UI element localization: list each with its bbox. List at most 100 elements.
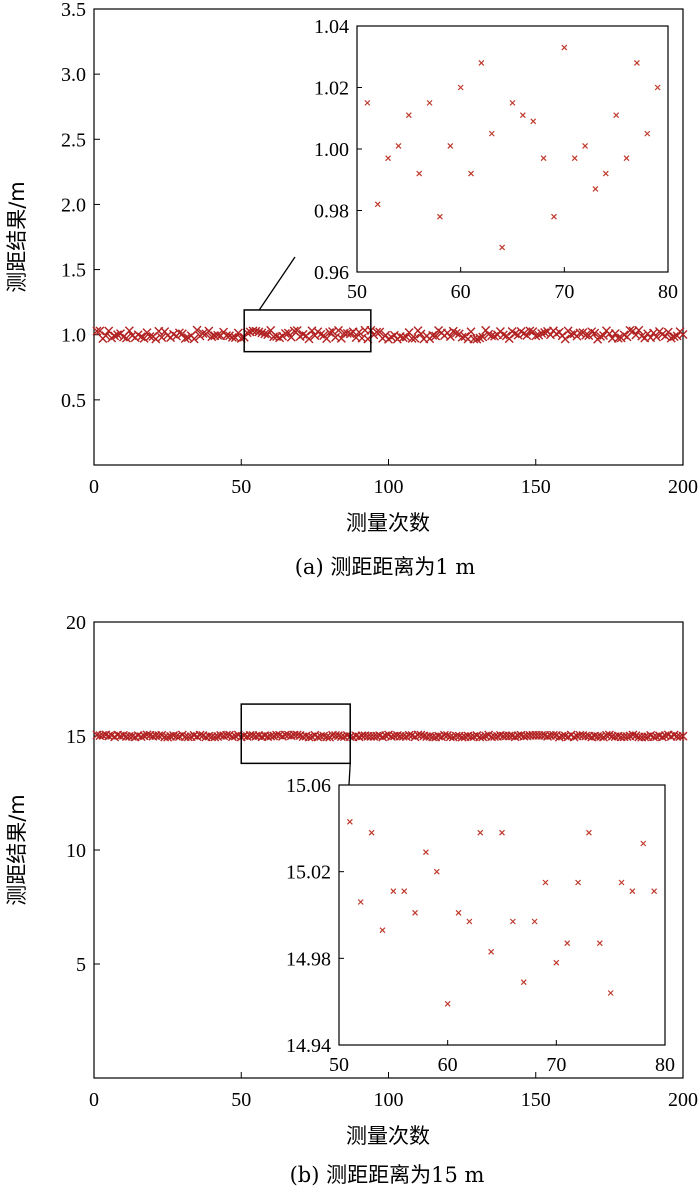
data-point: [227, 332, 237, 342]
data-point: [283, 328, 293, 338]
panel-b-ticks: 0 50 100 150 200 5 10 15 20: [66, 612, 698, 1111]
data-point: [210, 732, 220, 742]
inset-data-point: [596, 940, 603, 947]
inset-data-point: [401, 888, 408, 895]
panel-b-main-points: [92, 730, 688, 742]
panel-a: 0 50 100 150 200 0.5 1.0 1.5 2.0 2.5 3.0 3.5 50 60 70…: [5, 0, 698, 579]
panel-a-zoom-connector: [258, 256, 296, 311]
inset-data-point: [540, 155, 547, 162]
inset-data-point: [629, 888, 636, 895]
y-tick-label: 10: [66, 840, 86, 862]
panel-b-inset-points: [346, 818, 658, 1007]
inset-data-point: [651, 888, 658, 895]
data-point: [375, 327, 385, 337]
data-point: [475, 333, 485, 343]
inset-data-point: [582, 143, 588, 149]
data-point: [227, 732, 237, 742]
inset-y-tick-label: 0.98: [314, 201, 349, 223]
inset-data-point: [457, 84, 464, 91]
inset-y-tick-label: 1.04: [314, 16, 349, 38]
inset-y-tick-label: 14.94: [286, 1035, 331, 1057]
inset-data-point: [564, 940, 571, 947]
inset-data-point: [509, 918, 516, 925]
data-point: [628, 730, 638, 740]
inset-data-point: [385, 155, 392, 162]
inset-data-point: [357, 899, 364, 905]
inset-data-point: [613, 112, 620, 119]
panel-b: 0 50 100 150 200 5 10 15 20 50 60 70 80 14.94 14.98 15…: [5, 612, 698, 1187]
data-point: [439, 730, 449, 740]
data-point: [254, 327, 264, 337]
inset-data-point: [433, 868, 440, 875]
y-tick-label: 15: [66, 726, 86, 748]
data-point: [121, 333, 131, 343]
data-point: [213, 330, 223, 340]
inset-data-point: [586, 829, 592, 836]
data-point: [581, 330, 591, 340]
inset-x-tick-label: 70: [546, 1054, 566, 1076]
data-point: [416, 329, 426, 339]
inset-data-point: [426, 99, 433, 106]
data-point: [316, 329, 326, 339]
inset-y-tick-label: 15.02: [286, 862, 331, 884]
inset-data-point: [542, 879, 549, 886]
inset-data-point: [374, 201, 381, 208]
inset-data-point: [379, 927, 386, 934]
x-tick-label: 0: [89, 476, 99, 498]
inset-data-point: [509, 99, 516, 106]
inset-y-tick-label: 1.02: [314, 78, 349, 100]
data-point: [260, 329, 270, 339]
inset-data-point: [416, 170, 423, 177]
x-tick-label: 150: [521, 476, 551, 498]
panel-b-caption: (b) 测距距离为15 m: [290, 1163, 485, 1187]
data-point: [410, 333, 420, 343]
inset-data-point: [571, 155, 578, 162]
panel-a-main-points: [92, 325, 688, 344]
data-point: [145, 332, 155, 342]
data-point: [104, 326, 114, 336]
inset-x-tick-label: 70: [554, 281, 574, 303]
data-point: [634, 325, 644, 335]
data-point: [292, 326, 302, 336]
data-point: [139, 333, 149, 343]
data-point: [183, 732, 193, 742]
panel-a-ticks: 0 50 100 150 200 0.5 1.0 1.5 2.0 2.5 3.0 3.5: [61, 0, 698, 498]
inset-data-point: [488, 130, 495, 137]
inset-x-tick-label: 50: [329, 1054, 349, 1076]
inset-data-point: [447, 143, 454, 149]
panel-b-x-axis-label: 测量次数: [346, 1124, 430, 1148]
data-point: [222, 331, 232, 341]
y-tick-label: 5: [76, 954, 86, 976]
inset-data-point: [390, 888, 397, 895]
data-point: [590, 328, 600, 338]
data-point: [528, 327, 538, 337]
data-point: [622, 732, 632, 742]
inset-x-tick-label: 80: [658, 281, 678, 303]
panel-b-inset-plot-area: [338, 784, 666, 1046]
inset-data-point: [437, 213, 443, 220]
data-point: [275, 333, 285, 343]
data-point: [257, 328, 267, 338]
inset-data-point: [551, 213, 557, 220]
data-point: [540, 328, 550, 338]
data-point: [263, 330, 273, 340]
data-point: [663, 327, 673, 337]
y-tick-label: 1.5: [61, 260, 86, 282]
inset-data-point: [623, 155, 630, 162]
inset-data-point: [530, 118, 537, 125]
inset-data-point: [520, 979, 527, 986]
panel-b-zoom-box: [240, 703, 351, 765]
data-point: [652, 332, 661, 342]
inset-data-point: [499, 829, 505, 836]
inset-data-point: [499, 244, 506, 251]
inset-data-point: [412, 909, 418, 916]
data-point: [407, 333, 417, 343]
panel-a-inset-ticks: 50 60 70 80 0.96 0.98 1.00 1.02 1.04: [314, 16, 678, 303]
data-point: [198, 329, 208, 339]
data-point: [478, 332, 488, 342]
panel-a-y-axis-label: 测距结果/m: [5, 181, 29, 293]
data-point: [195, 730, 205, 740]
inset-data-point: [478, 59, 485, 66]
data-point: [192, 325, 202, 335]
